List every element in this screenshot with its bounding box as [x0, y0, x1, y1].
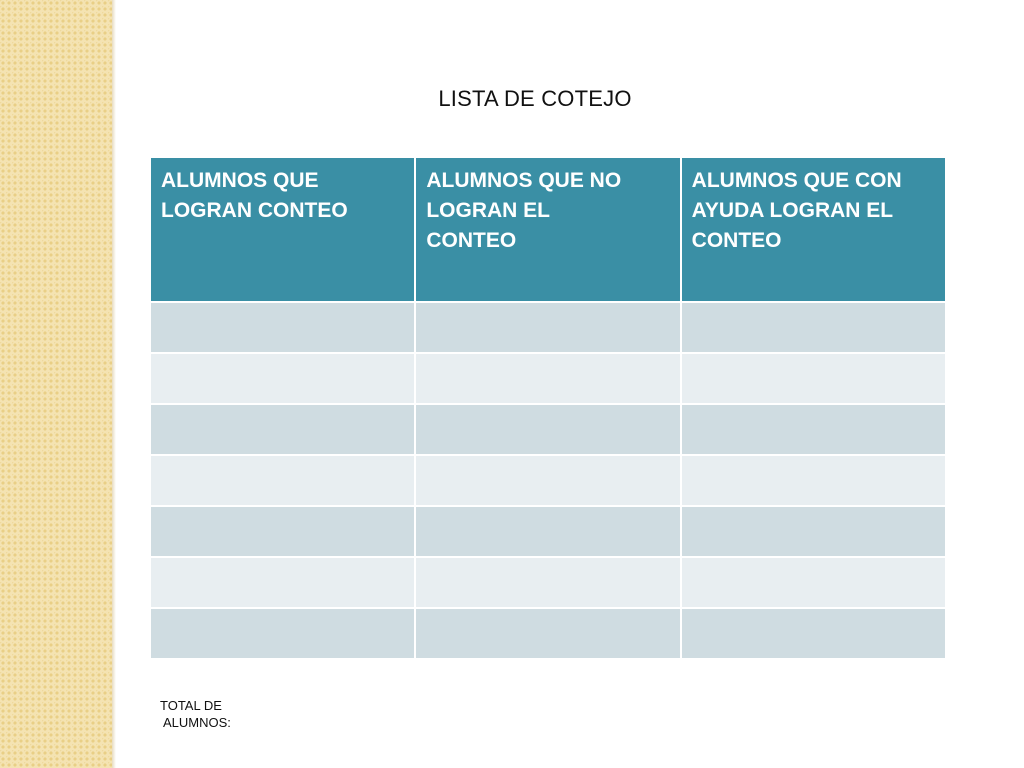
total-label-line1: TOTAL DE	[160, 698, 222, 713]
total-label-line2: ALUMNOS:	[163, 715, 231, 730]
table-cell[interactable]	[151, 354, 415, 403]
table-cell[interactable]	[151, 507, 415, 556]
table-cell[interactable]	[681, 609, 945, 658]
table-cell[interactable]	[681, 354, 945, 403]
table-header-row: ALUMNOS QUE LOGRAN CONTEO ALUMNOS QUE NO…	[151, 158, 945, 301]
table-cell[interactable]	[416, 354, 680, 403]
header-cell-no-logran: ALUMNOS QUE NO LOGRAN EL CONTEO	[416, 158, 680, 301]
table-cell[interactable]	[681, 456, 945, 505]
table-cell[interactable]	[681, 405, 945, 454]
page-title: LISTA DE COTEJO	[438, 86, 632, 111]
total-students-label: TOTAL DE ALUMNOS:	[160, 697, 231, 731]
table-cell[interactable]	[151, 558, 415, 607]
table-cell[interactable]	[416, 303, 680, 352]
table-cell[interactable]	[151, 609, 415, 658]
table-cell[interactable]	[416, 609, 680, 658]
table-cell[interactable]	[416, 507, 680, 556]
table-row	[151, 558, 945, 607]
header-cell-logran: ALUMNOS QUE LOGRAN CONTEO	[151, 158, 415, 301]
table-row	[151, 303, 945, 352]
table-row	[151, 405, 945, 454]
table-cell[interactable]	[151, 405, 415, 454]
table-row	[151, 609, 945, 658]
table-row	[151, 354, 945, 403]
table-cell[interactable]	[151, 303, 415, 352]
checklist-table: ALUMNOS QUE LOGRAN CONTEO ALUMNOS QUE NO…	[149, 156, 947, 660]
table-cell[interactable]	[416, 456, 680, 505]
table-cell[interactable]	[416, 558, 680, 607]
table-cell[interactable]	[151, 456, 415, 505]
decorative-side-strip	[0, 0, 112, 768]
table-cell[interactable]	[681, 507, 945, 556]
table-cell[interactable]	[681, 303, 945, 352]
table-cell[interactable]	[416, 405, 680, 454]
side-strip-shadow	[112, 0, 116, 768]
header-cell-con-ayuda: ALUMNOS QUE CON AYUDA LOGRAN EL CONTEO	[681, 158, 945, 301]
table-row	[151, 507, 945, 556]
table-cell[interactable]	[681, 558, 945, 607]
table-row	[151, 456, 945, 505]
